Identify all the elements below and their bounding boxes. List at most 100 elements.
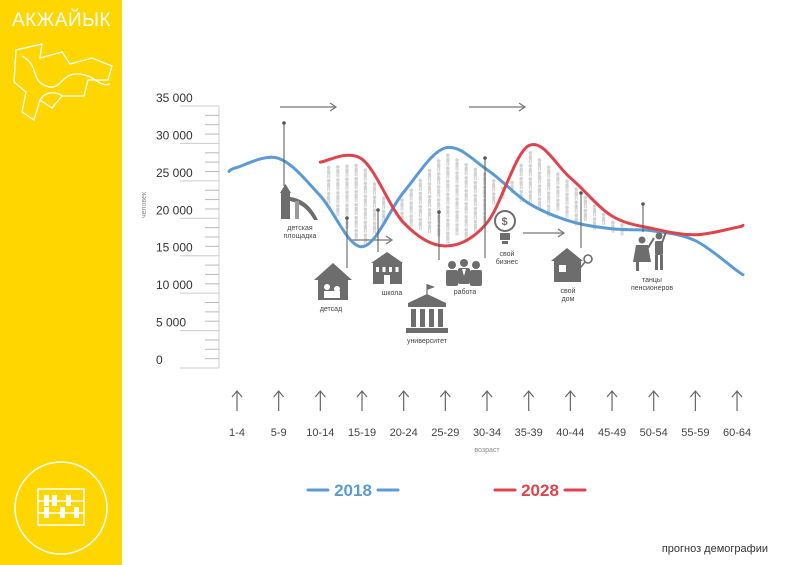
sidebar: АКЖАЙЫК bbox=[0, 0, 122, 565]
person-silhouette bbox=[354, 215, 358, 229]
person-silhouette bbox=[446, 192, 450, 205]
person-silhouette bbox=[363, 181, 368, 194]
person-silhouette bbox=[455, 197, 459, 210]
person-silhouette bbox=[336, 178, 340, 191]
flow-arrows bbox=[280, 102, 566, 245]
person-silhouette bbox=[556, 198, 560, 211]
school-icon: школа bbox=[371, 208, 403, 297]
person-silhouette bbox=[546, 178, 551, 191]
person-silhouette bbox=[528, 151, 533, 164]
up-arrow-icon bbox=[689, 390, 701, 411]
y-tick-labels: 0 5 000 10 000 15 000 20 000 25 000 30 000 35 0… bbox=[156, 91, 193, 367]
annotation-label: свой bbox=[561, 287, 576, 295]
y-tick-label: 30 000 bbox=[156, 128, 193, 142]
person-silhouette bbox=[519, 163, 523, 177]
legend: 2018 2028 bbox=[306, 481, 587, 500]
person-silhouette bbox=[537, 184, 542, 197]
person-silhouette bbox=[418, 191, 423, 204]
person-silhouette bbox=[473, 193, 478, 207]
x-tick-label: 50-54 bbox=[640, 427, 668, 439]
up-arrow-icon bbox=[273, 390, 285, 411]
person-silhouette bbox=[354, 189, 358, 203]
up-arrow-icon bbox=[606, 390, 618, 411]
person-silhouette bbox=[583, 208, 588, 222]
person-silhouette bbox=[427, 181, 432, 195]
abacus-icon bbox=[14, 461, 108, 555]
person-silhouette bbox=[427, 207, 432, 221]
person-silhouette bbox=[601, 212, 606, 225]
person-silhouette bbox=[491, 179, 496, 192]
up-arrow-icon bbox=[564, 390, 576, 411]
person-silhouette bbox=[464, 188, 468, 202]
x-up-arrows bbox=[231, 390, 743, 411]
y-axis bbox=[180, 105, 220, 369]
x-tick-label: 40-44 bbox=[556, 427, 584, 439]
x-tick-label: 45-49 bbox=[598, 427, 626, 439]
person-silhouette bbox=[455, 158, 459, 171]
person-silhouette bbox=[611, 220, 615, 233]
up-arrow-icon bbox=[731, 390, 743, 411]
person-silhouette bbox=[473, 219, 478, 233]
person-silhouette bbox=[363, 207, 368, 220]
person-silhouette bbox=[464, 175, 468, 189]
svg-text:$: $ bbox=[502, 216, 508, 228]
person-silhouette bbox=[336, 204, 340, 217]
person-silhouette bbox=[519, 176, 523, 190]
person-silhouette bbox=[345, 177, 349, 190]
person-silhouette bbox=[345, 203, 349, 216]
person-silhouette bbox=[473, 180, 478, 194]
up-arrow-icon bbox=[356, 390, 368, 411]
annotation-label: детская bbox=[287, 225, 312, 232]
up-arrow-icon bbox=[439, 390, 451, 411]
person-silhouette bbox=[363, 194, 368, 207]
person-silhouette bbox=[556, 185, 560, 198]
person-silhouette bbox=[446, 218, 450, 231]
person-silhouette bbox=[409, 201, 413, 214]
annotation-label: бизнес bbox=[496, 258, 519, 266]
map-icon bbox=[13, 43, 113, 122]
x-tick-label: 15-19 bbox=[348, 427, 376, 439]
university-icon: университет bbox=[406, 284, 448, 345]
series-2018 bbox=[227, 145, 745, 277]
person-silhouette bbox=[556, 172, 560, 185]
x-tick-label: 55-59 bbox=[681, 427, 709, 439]
y-tick-label: 0 bbox=[156, 353, 163, 367]
person-silhouette bbox=[473, 167, 478, 181]
sidebar-art bbox=[13, 43, 113, 555]
footer-caption: прогноз демографии bbox=[661, 543, 768, 555]
brand-title: АКЖАЙЫК bbox=[12, 10, 112, 31]
person-silhouette bbox=[363, 220, 368, 233]
annotation-label: университет bbox=[407, 338, 448, 345]
person-silhouette bbox=[565, 179, 569, 192]
person-silhouette bbox=[446, 231, 450, 244]
person-silhouette bbox=[546, 191, 551, 204]
series-2028 bbox=[318, 142, 745, 248]
person-silhouette bbox=[446, 179, 450, 192]
person-silhouette bbox=[528, 190, 533, 203]
annotation-label: школа bbox=[382, 290, 403, 297]
person-silhouette bbox=[446, 166, 450, 179]
person-silhouette bbox=[592, 204, 597, 217]
up-arrow-icon bbox=[523, 390, 535, 411]
up-arrow-icon bbox=[398, 390, 410, 411]
x-tick-label: 20-24 bbox=[390, 427, 418, 439]
person-silhouette bbox=[528, 164, 533, 177]
annotation-label: детсад bbox=[320, 306, 342, 313]
person-silhouette bbox=[565, 205, 569, 218]
person-silhouette bbox=[436, 172, 441, 185]
y-tick-label: 5 000 bbox=[156, 316, 186, 330]
flow-arrow bbox=[280, 102, 338, 112]
x-tick-labels: 1-4 5-9 10-14 15-19 20-24 25-29 30-34 35-39 40-4… bbox=[229, 427, 751, 439]
x-tick-label: 5-9 bbox=[271, 427, 287, 439]
person-silhouette bbox=[464, 201, 468, 215]
up-arrow-icon bbox=[648, 390, 660, 411]
person-silhouette bbox=[455, 223, 459, 236]
up-arrow-icon bbox=[481, 390, 493, 411]
annotation-label: дом bbox=[562, 296, 575, 303]
person-silhouette bbox=[464, 214, 468, 228]
